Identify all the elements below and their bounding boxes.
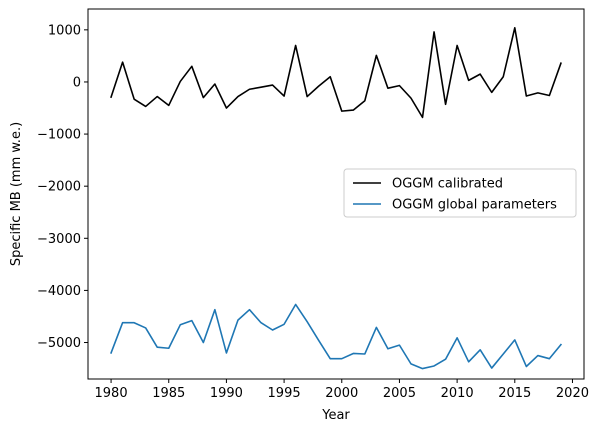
x-tick-label: 2000: [325, 386, 358, 401]
y-tick-label: −1000: [37, 128, 81, 143]
y-tick-label: −2000: [37, 180, 81, 195]
x-tick-label: 2020: [556, 386, 589, 401]
x-axis-label: Year: [321, 408, 350, 423]
x-tick-label: 1990: [210, 386, 243, 401]
y-axis-label: Specific MB (mm w.e.): [9, 122, 24, 266]
y-tick-label: 0: [73, 75, 81, 90]
series-line-1: [110, 26, 562, 119]
series-line-2: [110, 303, 563, 370]
x-tick-label: 1995: [268, 386, 301, 401]
legend-label-2: OGGM global parameters: [392, 198, 557, 213]
legend-box: [343, 168, 577, 218]
y-tick-label: 1000: [48, 23, 81, 38]
y-axis: 1000 0 −1000 −2000 −3000 −4000 −5000: [37, 23, 88, 351]
x-tick-label: 1985: [152, 386, 185, 401]
x-tick-label: 2005: [383, 386, 416, 401]
y-tick-label: −5000: [37, 336, 81, 351]
x-tick-label: 1980: [95, 386, 128, 401]
legend-label-1: OGGM calibrated: [392, 177, 503, 192]
x-tick-label: 2010: [441, 386, 474, 401]
x-axis: 1980 1985 1990 1995 2000 2005 2010 2015 2020: [95, 379, 589, 401]
y-tick-label: −4000: [37, 284, 81, 299]
y-tick-label: −3000: [37, 232, 81, 247]
plot-frame: [87, 8, 585, 380]
legend: OGGM calibrated OGGM global parameters: [343, 168, 577, 218]
plot-lines: [110, 26, 563, 370]
x-tick-label: 2015: [498, 386, 531, 401]
